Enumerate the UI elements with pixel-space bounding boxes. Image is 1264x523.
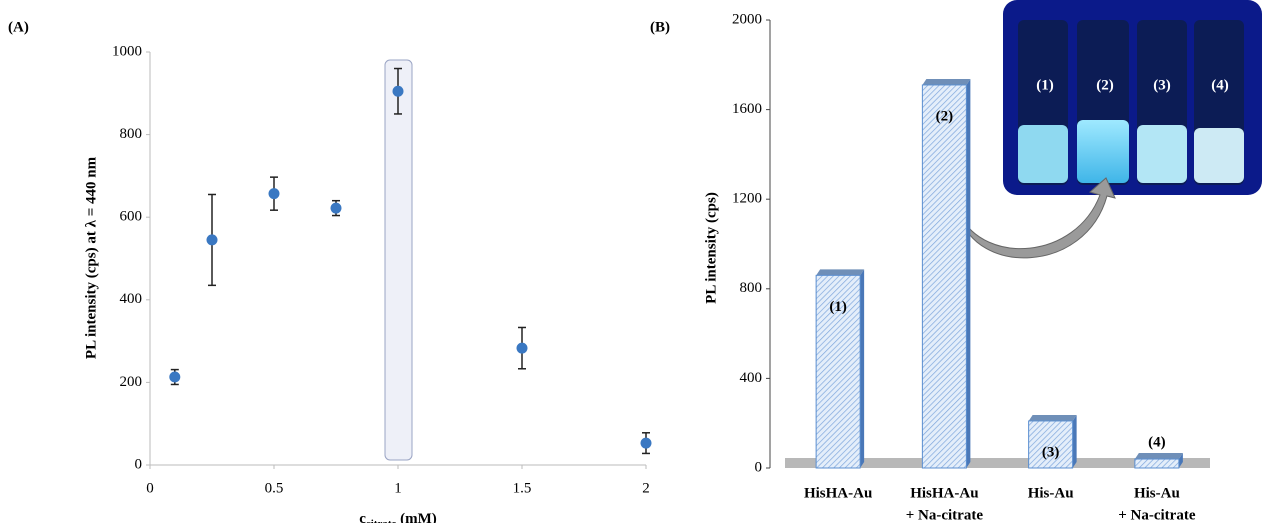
point [640,437,652,449]
x-tick-label: His-Au [1134,485,1180,501]
y-axis-label: PL intensity (cps) at λ = 440 nm [83,156,99,359]
bar-side [860,269,865,468]
x-tick-label: 1 [394,480,402,496]
x-tick-label: 1.5 [513,480,532,496]
inset-label: (2) [1096,77,1114,93]
y-tick-label: 2000 [732,11,762,27]
x-axis-label-part: citrate [366,518,397,523]
x-tick-label: 0 [146,480,154,496]
bar-top [1028,414,1077,421]
inset-label: (4) [1211,77,1229,93]
point [268,188,280,200]
bar-front [815,274,861,469]
y-tick-label: 800 [740,280,763,296]
bar [1134,453,1183,469]
y-tick-label: 1200 [732,191,762,207]
panel-label: (A) [8,19,29,35]
x-axis-label-part: (mM) [396,511,436,523]
bar-label: (2) [936,108,954,124]
point [169,371,181,383]
x-tick-label: + Na-citrate [1118,507,1196,523]
x-tick-label: + Na-citrate [906,507,984,523]
x-tick-label: 0.5 [265,480,284,496]
bar-front [921,84,967,469]
bar-front [1134,458,1180,469]
y-axis-label: PL intensity (cps) [703,192,719,304]
bar-top [1134,453,1183,460]
y-tick-label: 600 [120,209,143,225]
point [516,342,528,354]
x-tick-label: HisHA-Au [910,485,978,501]
inset-label: (3) [1153,77,1171,93]
bar-front [1028,420,1074,469]
bar [815,269,865,469]
y-tick-label: 1000 [112,43,142,59]
y-tick-label: 0 [135,456,143,472]
y-tick-label: 800 [120,126,143,142]
bar-label: (4) [1148,434,1166,450]
point [330,202,342,214]
bar [1028,414,1077,469]
bar-side [1072,414,1077,468]
x-tick-label: His-Au [1028,485,1074,501]
x-tick-label: HisHA-Au [804,485,872,501]
y-tick-label: 400 [740,370,763,386]
bar-label: (3) [1042,444,1060,460]
y-tick-label: 0 [755,459,763,475]
point [206,234,218,246]
floor [785,458,1210,468]
y-tick-label: 1600 [732,101,762,117]
arrow [959,177,1116,259]
panel-label: (B) [650,19,670,35]
inset-photo [1003,0,1262,195]
x-axis-label-part: c [359,511,366,523]
inset-label: (1) [1036,77,1054,93]
bar-label: (1) [829,299,847,315]
y-tick-label: 200 [120,374,143,390]
bar-top [816,269,865,276]
highlight-box [384,59,413,461]
point [392,85,404,97]
x-tick-label: 2 [642,480,650,496]
x-axis-label: ccitrate (mM) [359,511,437,523]
bar-top [922,78,971,85]
bar-side [966,78,971,469]
bar-side [1178,453,1183,468]
y-tick-label: 400 [120,291,143,307]
bar [921,78,971,469]
